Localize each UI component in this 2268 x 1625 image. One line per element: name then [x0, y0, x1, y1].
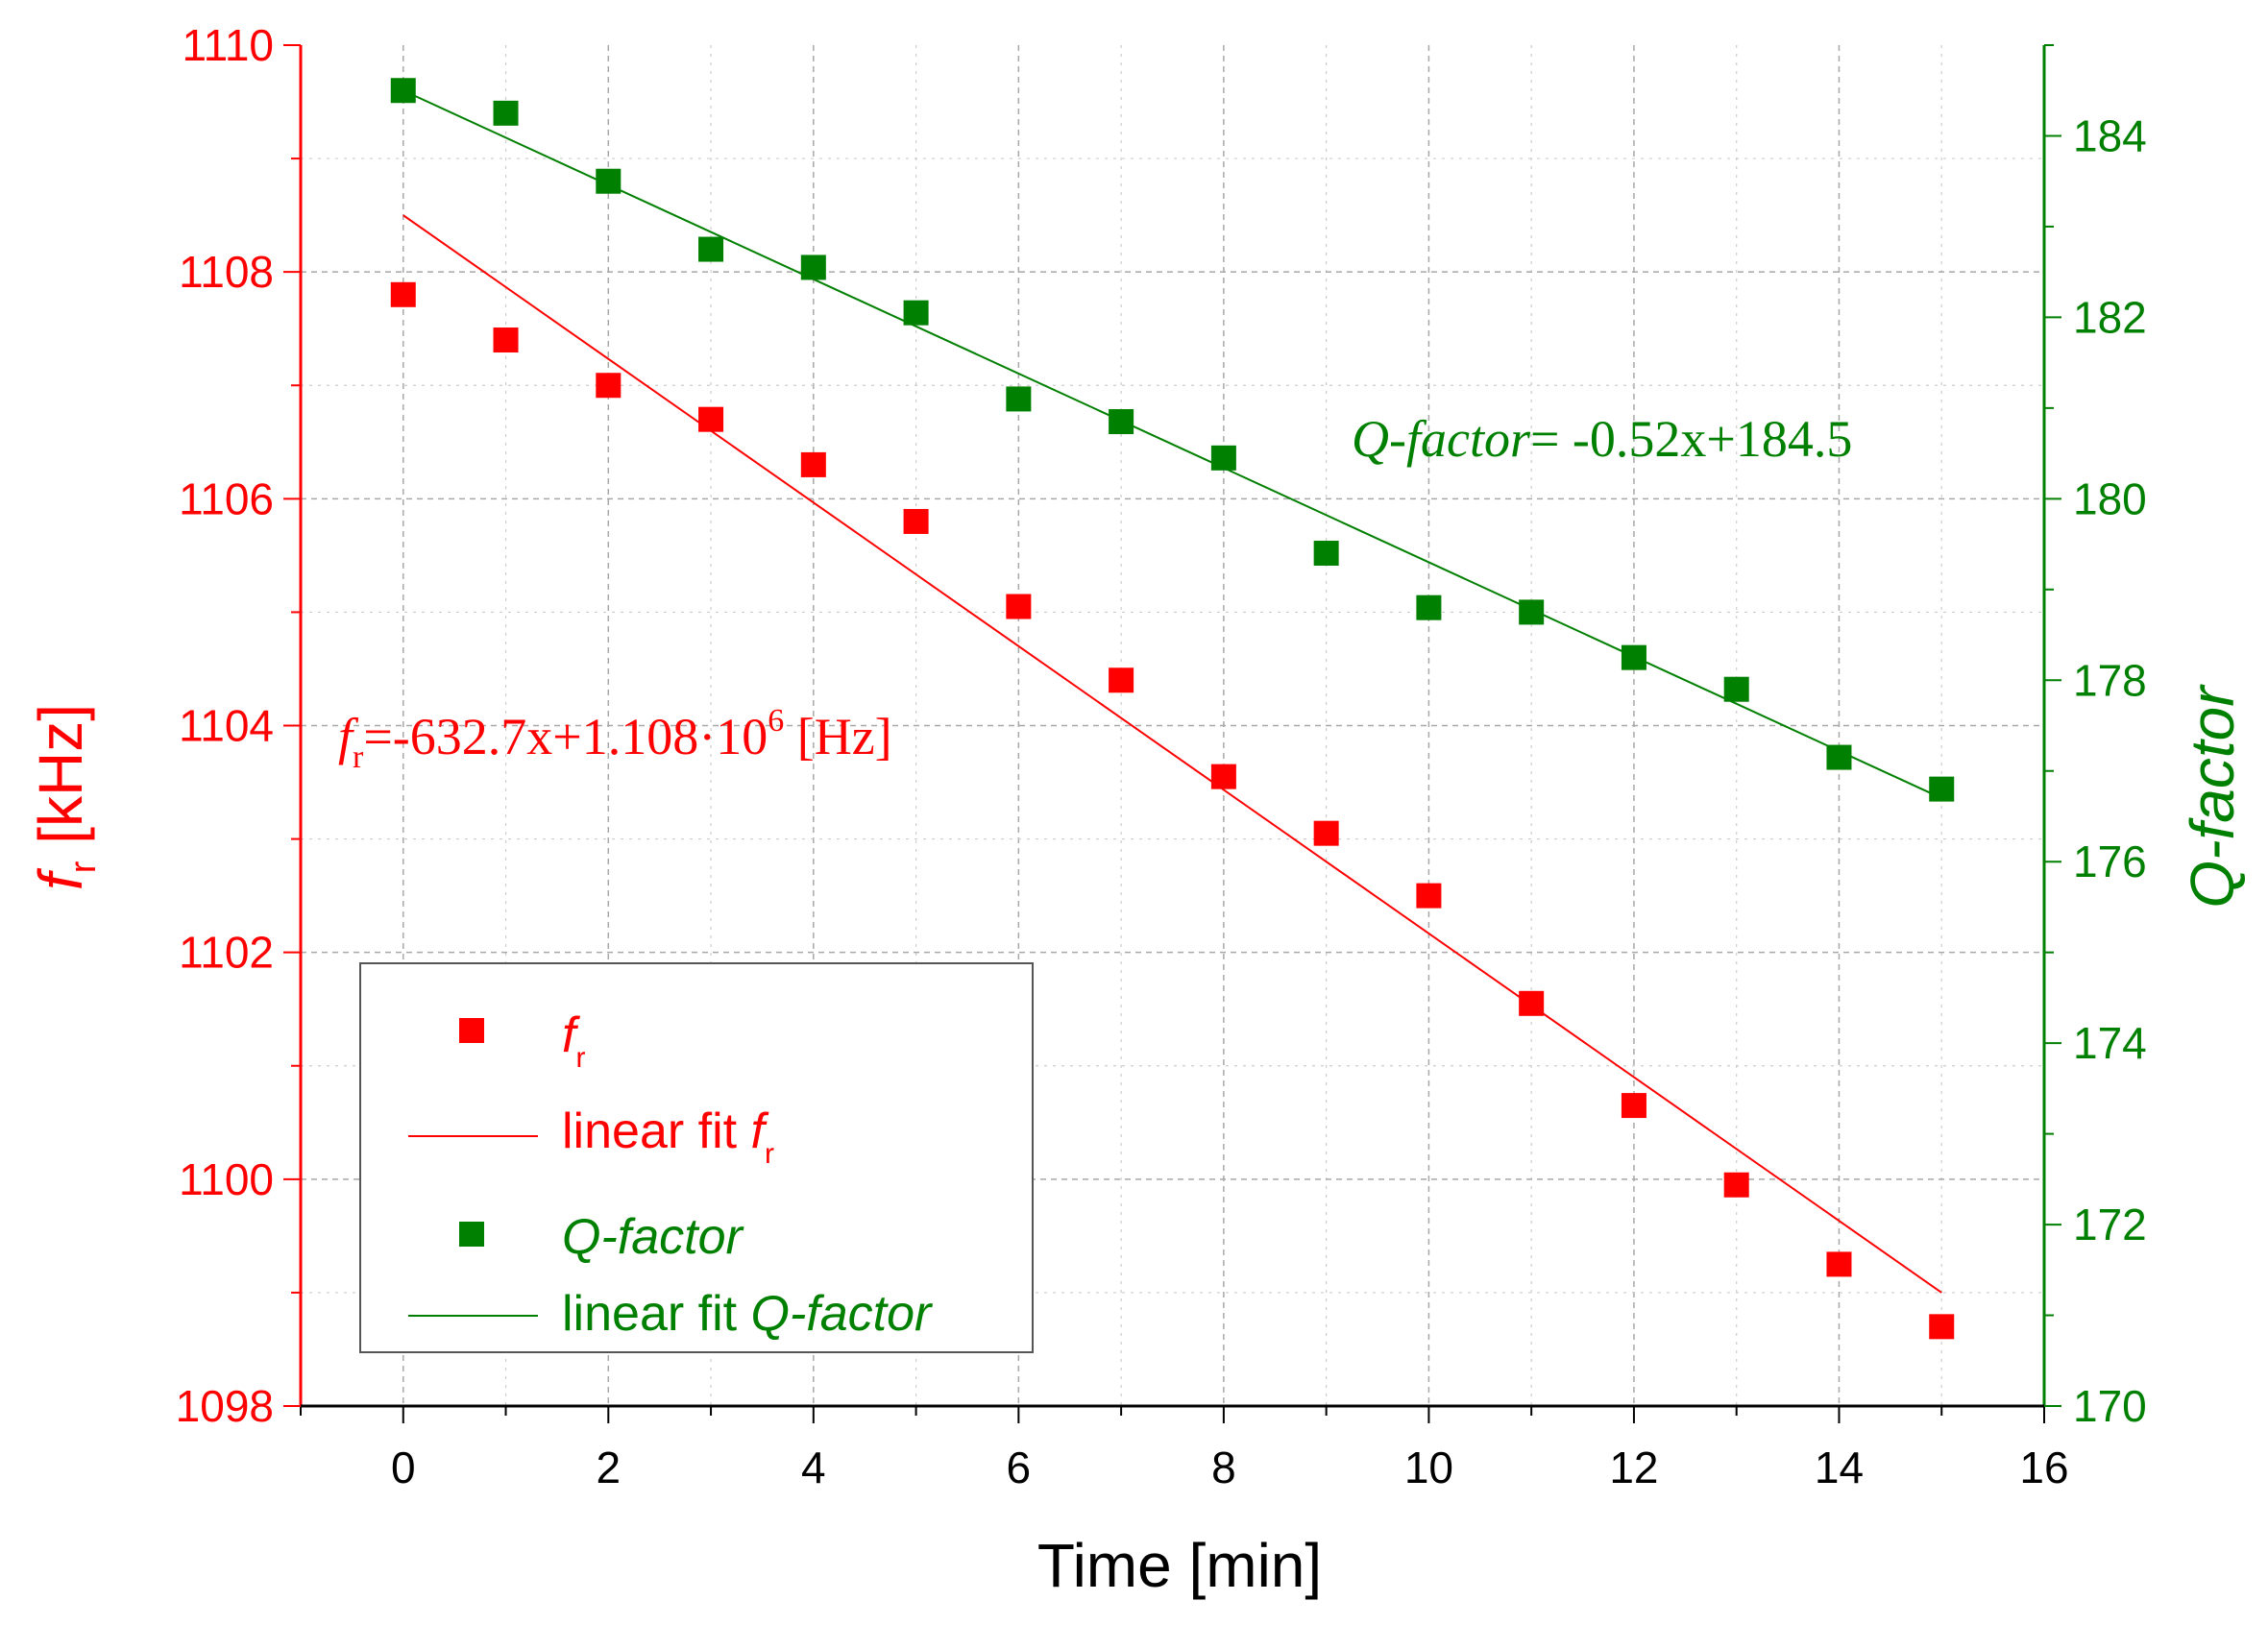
y-right-tick-label: 182	[2073, 292, 2147, 342]
fr-eq-body: =-632.7x+1.108·10	[363, 708, 768, 765]
x-tick-label: 8	[1211, 1443, 1236, 1492]
linear-fit-fr-line	[402, 214, 1942, 1294]
y-left-tick-label: 1108	[179, 247, 274, 297]
x-tick-label: 2	[596, 1443, 621, 1492]
linear-fit-q-factor-line	[402, 89, 1942, 799]
q-factor-point	[698, 236, 724, 262]
q-factor-point	[1210, 445, 1236, 471]
fr-point	[1006, 594, 1032, 619]
fr-point	[390, 281, 416, 307]
series	[390, 78, 1955, 1340]
q-factor-point	[493, 100, 519, 126]
fr-point	[1929, 1314, 1955, 1340]
fr-eq-sup: 6	[768, 703, 784, 739]
legend-marker-q	[459, 1222, 484, 1247]
fr-point	[1723, 1172, 1749, 1198]
y-left-tick-label: 1100	[179, 1154, 274, 1204]
y-left-title-sub: r	[63, 861, 104, 873]
y-right-tick-label: 174	[2073, 1018, 2147, 1068]
fr-point	[493, 327, 519, 353]
q-factor-point	[903, 300, 929, 326]
q-factor-point	[1313, 541, 1339, 567]
y-right-tick-label: 176	[2073, 837, 2147, 886]
q-factor-point	[1416, 594, 1442, 620]
y-left-tick-label: 1104	[179, 701, 274, 751]
x-axis-title: Time [min]	[1037, 1531, 1322, 1600]
ticks: 0 2 4 6 8 10 12 14 16 1098 1100 1102 1104 1106 1108 111…	[176, 20, 2147, 1492]
y-right-tick-label: 178	[2073, 655, 2147, 705]
x-tick-label: 14	[1815, 1443, 1864, 1492]
x-tick-label: 6	[1007, 1443, 1032, 1492]
q-factor-point	[1826, 744, 1852, 770]
y-left-axis-title: fr [kHz]	[26, 704, 104, 890]
y-right-title-text: Q-factor	[2178, 684, 2247, 909]
q-factor-point	[1006, 386, 1032, 412]
legend-label-q-fit: linear fit Q-factor	[562, 1286, 934, 1342]
fr-eq-sub: r	[353, 740, 364, 775]
q-eq-italic: Q-factor	[1352, 410, 1531, 468]
fr-point	[698, 406, 724, 432]
fr-point	[1621, 1093, 1646, 1119]
fr-eq-unit: [Hz]	[784, 708, 891, 765]
fr-point	[1416, 883, 1442, 909]
x-tick-label: 12	[1609, 1443, 1658, 1492]
y-left-tick-label: 1110	[182, 20, 274, 70]
q-factor-point	[1723, 676, 1749, 702]
svg-text:fr [kHz]: fr [kHz]	[26, 704, 104, 890]
fr-point	[1826, 1251, 1852, 1277]
y-left-title-unit: [kHz]	[26, 704, 95, 861]
y-left-tick-label: 1106	[179, 473, 274, 523]
y-left-tick-label: 1102	[179, 928, 274, 978]
legend-label-fr: fr	[562, 1007, 585, 1074]
y-right-axis-title: Q-factor	[2178, 684, 2247, 909]
x-tick-label: 16	[2019, 1443, 2068, 1492]
q-eq-rest: = -0.52x+184.5	[1530, 410, 1852, 468]
fr-point	[1210, 764, 1236, 789]
legend-label-fr-fit: linear fit fr	[562, 1104, 774, 1170]
y-right-tick-label: 184	[2073, 110, 2147, 160]
y-right-tick-label: 180	[2073, 473, 2147, 523]
q-fit-equation: Q-factor= -0.52x+184.5	[1352, 410, 1852, 468]
fr-point	[800, 451, 826, 477]
fr-fit-equation: fr=-632.7x+1.108·106 [Hz]	[338, 703, 892, 775]
fr-point	[1313, 820, 1339, 846]
x-tick-label: 10	[1404, 1443, 1453, 1492]
y-right-tick-label: 172	[2073, 1200, 2147, 1249]
y-left-tick-label: 1098	[176, 1381, 274, 1431]
legend-label-q: Q-factor	[562, 1209, 744, 1265]
q-factor-point	[1519, 599, 1545, 625]
legend-marker-fr	[459, 1018, 484, 1043]
fr-point	[903, 508, 929, 534]
x-tick-label: 0	[391, 1443, 416, 1492]
x-tick-label: 4	[801, 1443, 826, 1492]
fr-point	[596, 373, 622, 399]
y-right-tick-label: 170	[2073, 1381, 2147, 1431]
legend: fr linear fit fr Q-factor linear fit Q-f…	[359, 962, 1034, 1353]
fr-point	[1109, 667, 1134, 693]
